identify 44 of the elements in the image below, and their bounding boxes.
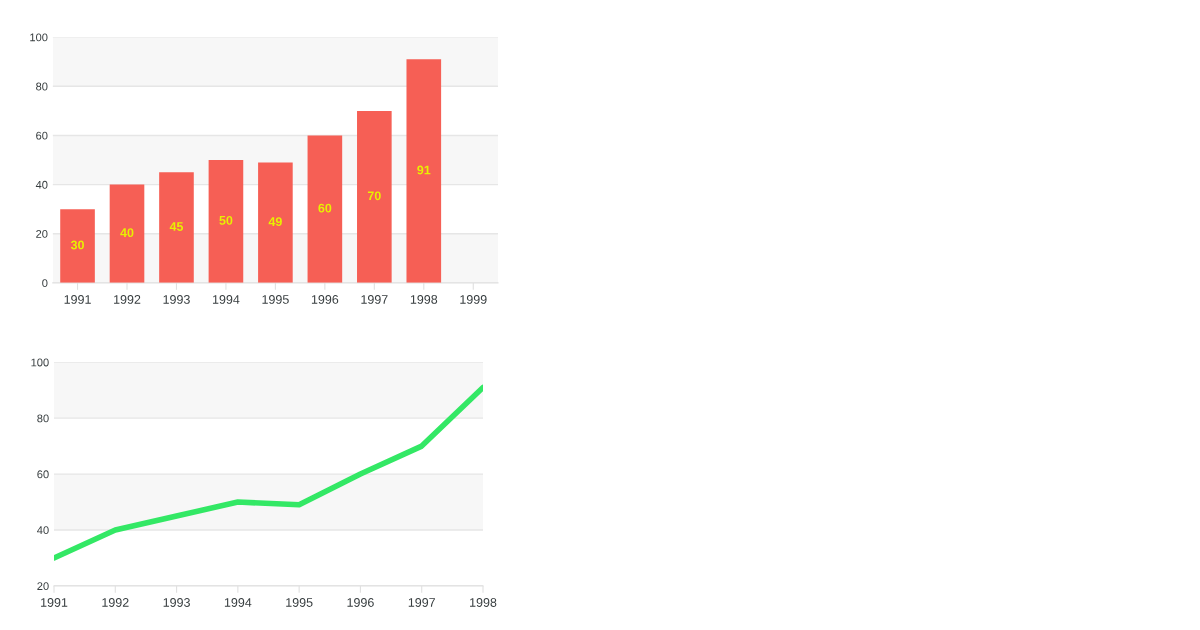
data-label: 49 [268, 217, 282, 227]
y-tick-label: 0 [42, 279, 48, 288]
y-tick-label: 20 [37, 582, 49, 591]
y-tick-label: 40 [35, 180, 48, 189]
bar [208, 160, 244, 283]
bar [60, 209, 95, 283]
y-tick-label: 60 [37, 470, 49, 479]
bar [258, 162, 293, 283]
data-label: 30 [70, 240, 84, 250]
data-label: 50 [219, 215, 233, 225]
data-label: 45 [169, 222, 184, 231]
bar [159, 172, 194, 283]
x-tick-label: 1992 [114, 295, 141, 304]
data-label: 91 [417, 165, 431, 175]
x-tick-label: 1994 [212, 295, 240, 304]
y-tick-label: 80 [37, 414, 49, 423]
x-tick-label: 1992 [102, 598, 129, 607]
bar [307, 135, 343, 283]
x-tick-label: 1995 [286, 598, 313, 607]
data-label: 40 [120, 228, 134, 238]
x-tick-label: 1997 [361, 295, 388, 304]
y-tick-label: 100 [31, 358, 49, 367]
x-tick-label: 1996 [311, 295, 339, 304]
y-tick-label: 80 [36, 82, 48, 91]
y-tick-label: 100 [30, 33, 48, 42]
bar [406, 59, 442, 283]
y-tick-label: 60 [36, 131, 48, 140]
x-tick-label: 1997 [408, 598, 435, 607]
x-tick-label: 1993 [163, 598, 190, 607]
x-tick-label: 1993 [163, 295, 190, 304]
bar [109, 184, 145, 283]
data-label: 60 [318, 203, 332, 213]
x-tick-label: 1995 [262, 295, 289, 304]
x-tick-label: 1991 [64, 295, 91, 304]
x-tick-label: 1991 [41, 598, 68, 607]
x-tick-label: 1998 [470, 598, 497, 607]
y-tick-label: 20 [36, 230, 48, 238]
y-tick-label: 40 [37, 526, 49, 535]
x-tick-label: 1994 [224, 598, 252, 607]
data-label: 70 [367, 191, 381, 201]
x-tick-label: 1998 [410, 295, 438, 304]
bar [357, 110, 392, 283]
x-tick-label: 1996 [347, 598, 374, 607]
x-tick-label: 1999 [460, 295, 487, 304]
